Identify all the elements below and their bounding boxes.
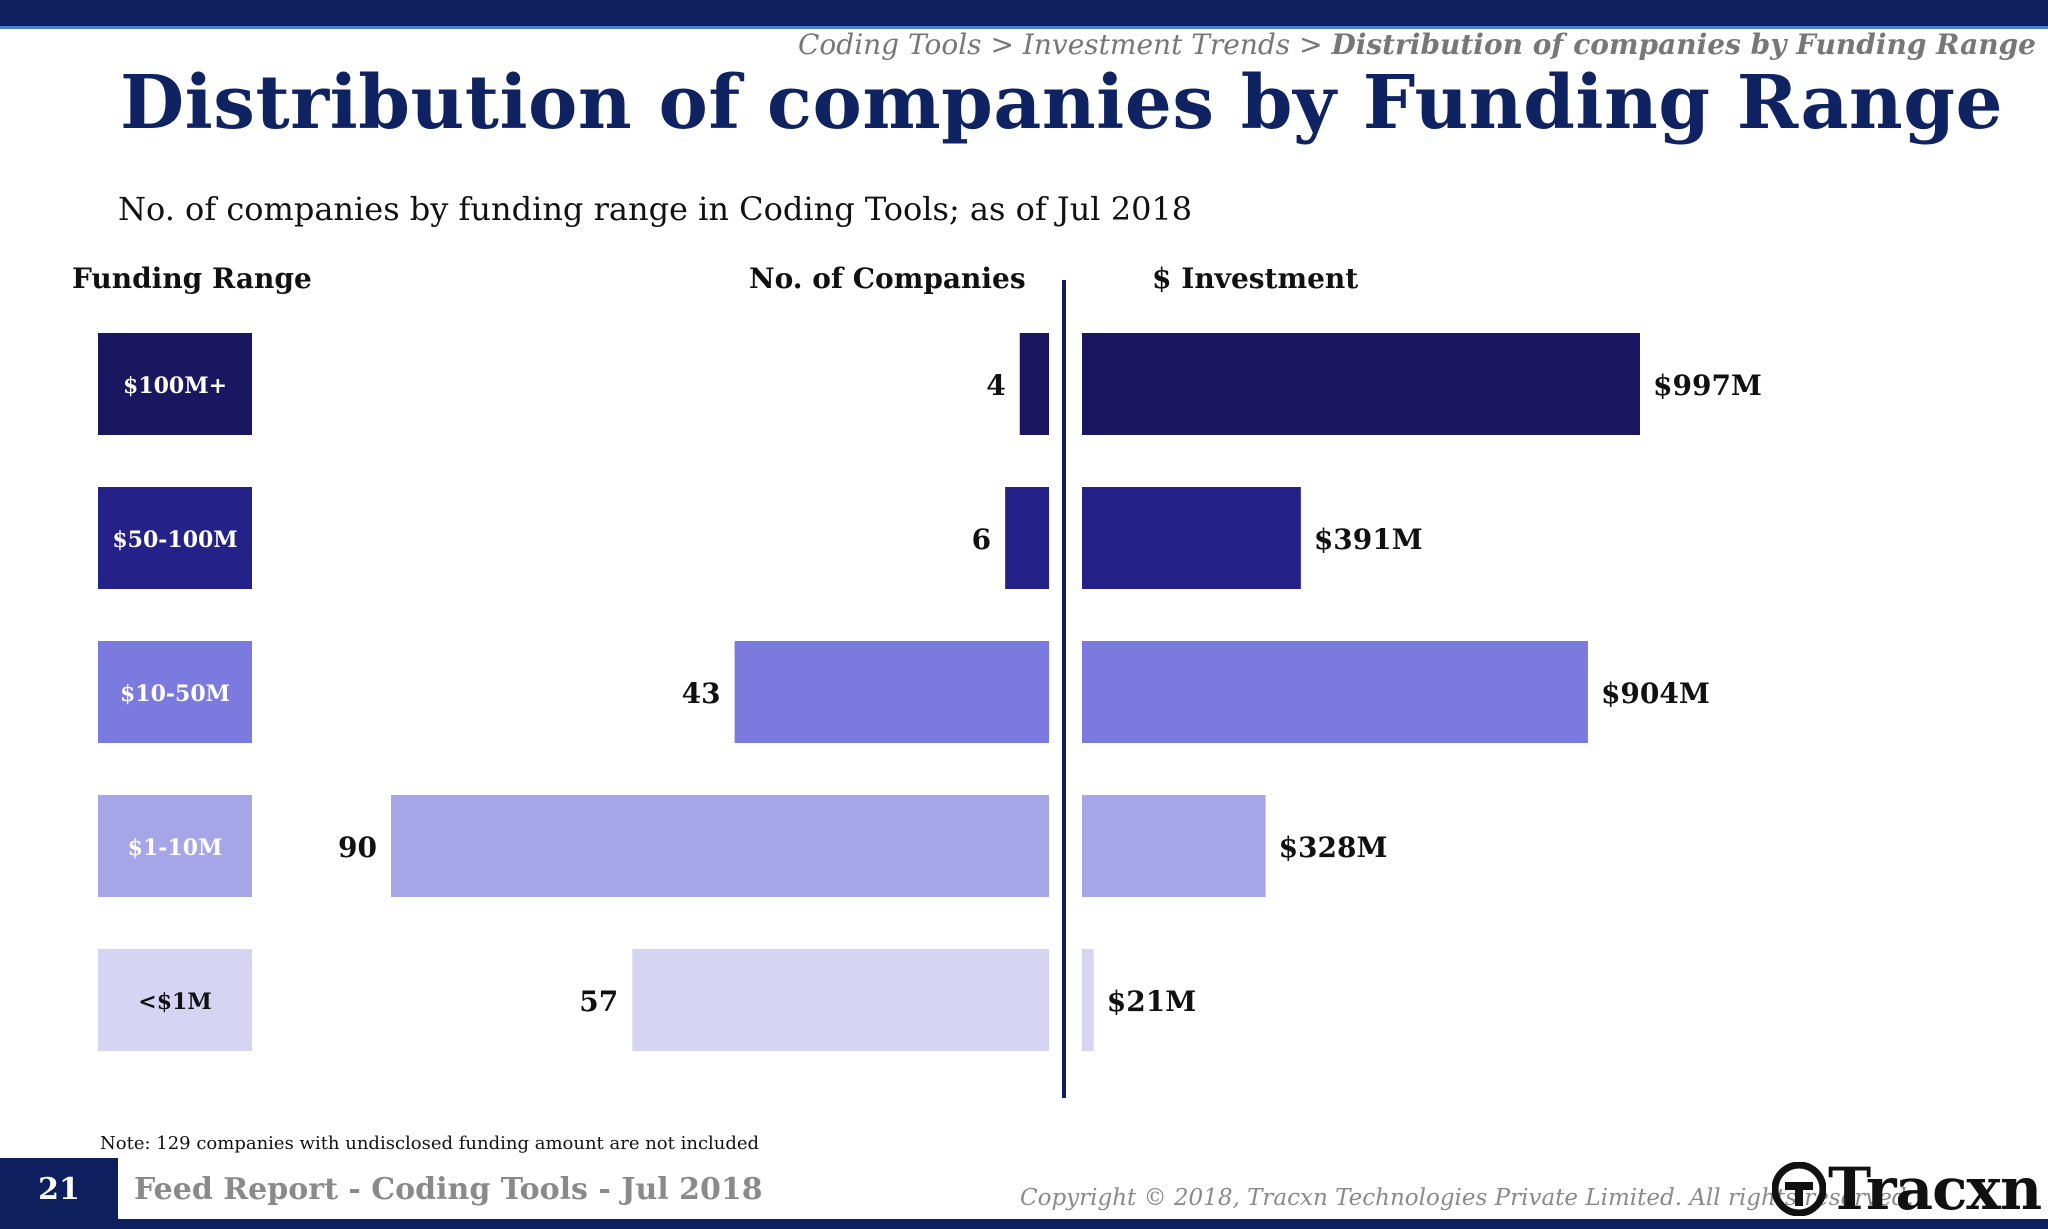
funding-range-box: [98, 487, 252, 589]
companies-bar: [734, 641, 1049, 743]
investment-value-label: $328M: [1279, 831, 1388, 864]
investment-value-label: $997M: [1653, 369, 1762, 402]
investment-bar: [1082, 333, 1640, 435]
tracxn-logo-icon: [1772, 1162, 1826, 1216]
funding-range-box: [98, 795, 252, 897]
funding-range-box: [98, 333, 252, 435]
companies-bar: [391, 795, 1049, 897]
companies-value-label: 6: [972, 523, 991, 556]
funding-range-label: $50-100M: [112, 527, 237, 553]
page-title: Distribution of companies by Funding Ran…: [120, 60, 2004, 146]
tracxn-logo-text: Tracxn: [1828, 1155, 2042, 1223]
companies-bar: [1005, 487, 1049, 589]
companies-header: No. of Companies: [749, 262, 1026, 295]
breadcrumb-path: Coding Tools > Investment Trends >: [797, 28, 1332, 61]
breadcrumb-current: Distribution of companies by Funding Ran…: [1331, 28, 2036, 61]
funding-range-label: $10-50M: [120, 681, 230, 707]
page-number: 21: [0, 1158, 118, 1222]
funding-range-label: $1-10M: [128, 835, 223, 861]
companies-bar: [632, 949, 1049, 1051]
copyright-text: Copyright © 2018, Tracxn Technologies Pr…: [1020, 1185, 1914, 1211]
companies-value-label: 4: [986, 369, 1005, 402]
report-title: Feed Report - Coding Tools - Jul 2018: [134, 1172, 763, 1207]
footnote: Note: 129 companies with undisclosed fun…: [100, 1133, 760, 1154]
funding-range-label: $100M+: [123, 373, 227, 399]
funding-range-box: [98, 641, 252, 743]
investment-header: $ Investment: [1152, 262, 1359, 295]
investment-bar: [1082, 487, 1301, 589]
funding-range-header: Funding Range: [72, 262, 312, 295]
chart-subtitle: No. of companies by funding range in Cod…: [118, 190, 1193, 228]
companies-value-label: 43: [682, 677, 721, 710]
companies-bar: [1019, 333, 1049, 435]
footer-bar: [0, 1219, 2048, 1229]
companies-value-label: 90: [338, 831, 377, 864]
investment-value-label: $904M: [1601, 677, 1710, 710]
investment-bar: [1082, 795, 1266, 897]
breadcrumb: Coding Tools > Investment Trends > Distr…: [798, 28, 2036, 61]
investment-value-label: $21M: [1107, 985, 1196, 1018]
investment-value-label: $391M: [1314, 523, 1423, 556]
top-accent-line: [0, 26, 2048, 29]
investment-bar: [1082, 949, 1094, 1051]
top-bar: [0, 0, 2048, 26]
companies-value-label: 57: [579, 985, 618, 1018]
funding-range-box: [98, 949, 252, 1051]
funding-range-label: <$1M: [138, 989, 211, 1015]
investment-bar: [1082, 641, 1588, 743]
